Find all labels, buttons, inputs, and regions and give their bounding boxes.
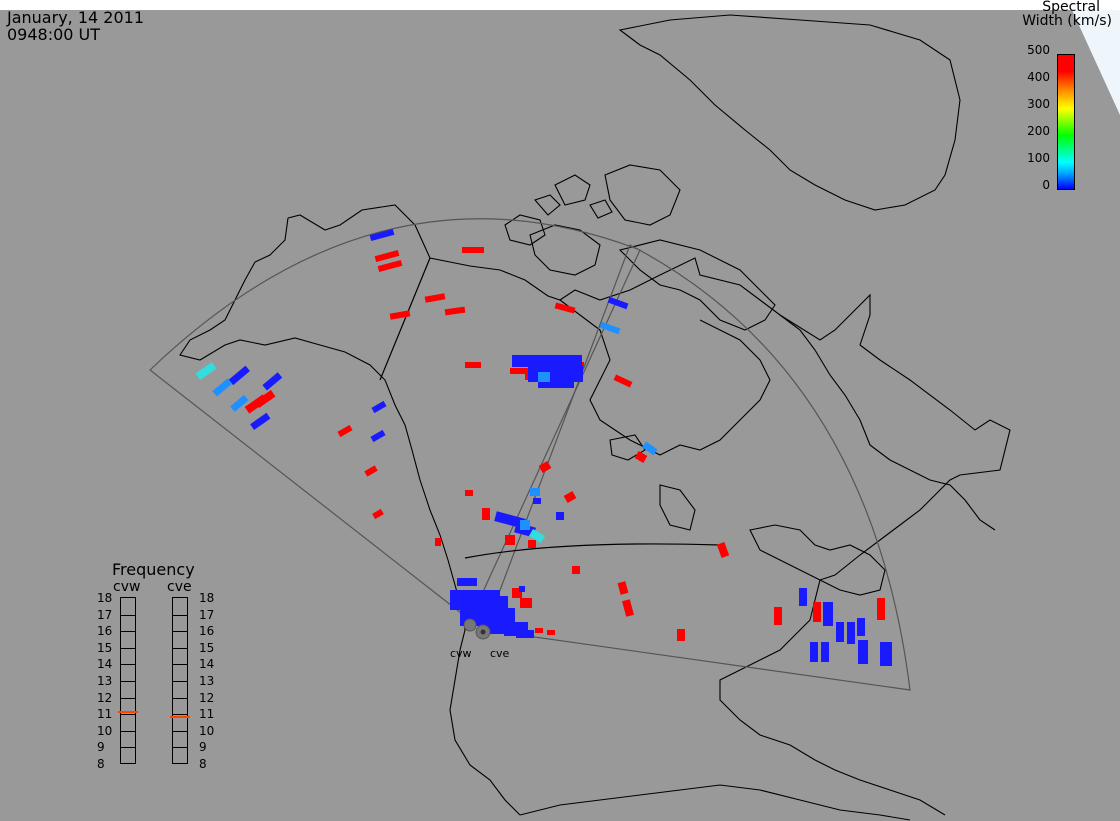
freq-cell-divider (121, 730, 135, 732)
freq-cell-divider (121, 697, 135, 699)
great-lakes (749, 524, 886, 596)
freq-column-cve (170, 597, 190, 764)
freq-tick-right: 18 (199, 591, 215, 605)
freq-tick-right: 12 (199, 690, 215, 705)
freq-cell-divider (173, 681, 187, 682)
freq-label-cve: cve (167, 579, 192, 595)
victoria-island (529, 224, 601, 276)
freq-cell-divider (173, 647, 187, 649)
freq-tick-left: 12 (97, 690, 113, 705)
freq-tick-left: 14 (97, 657, 113, 672)
cvw-inner-arc (464, 543, 721, 559)
freq-cell-divider (173, 631, 187, 633)
radar-label-cvw: cvw (450, 647, 472, 660)
alaska-coast (287, 204, 1011, 816)
freq-label-cvw: cvw (113, 579, 141, 595)
freq-cell-divider (121, 631, 135, 633)
echoes-blue (228, 228, 892, 666)
top-strip (0, 0, 1120, 10)
hudson-strait (659, 484, 696, 531)
freq-cell-divider (173, 714, 187, 716)
colorbar-tick: 100 (1027, 151, 1050, 165)
freq-cell-divider (121, 714, 135, 716)
freq-tick-left: 17 (97, 607, 113, 622)
radar-site-markers (463, 618, 491, 640)
freq-tick-left: 10 (97, 723, 113, 738)
colorbar-title-line1: Spectral (1042, 0, 1100, 15)
colorbar (1057, 54, 1075, 190)
colorbar-tick: 0 (1042, 178, 1050, 192)
freq-tick-left: 8 (97, 757, 105, 771)
freq-cell-divider (173, 730, 187, 732)
labrador-coast (779, 314, 996, 531)
freq-tick-left: 13 (97, 674, 113, 688)
echoes-lightblue (212, 321, 658, 530)
boundary-line (379, 257, 431, 381)
queen-elizabeth-islands (534, 174, 613, 219)
colorbar-tick: 200 (1027, 124, 1050, 138)
time-label: 0948:00 UT (7, 25, 101, 44)
freq-tick-right: 17 (199, 607, 215, 622)
corner-wedge (1072, 10, 1120, 115)
gulf-coast (519, 784, 911, 821)
freq-tick-left: 9 (97, 740, 105, 755)
colorbar-tick: 400 (1027, 70, 1050, 84)
baffin-island (618, 239, 776, 331)
coastlines (179, 14, 1011, 821)
freq-cell-divider (173, 697, 187, 699)
freq-tick-left: 11 (97, 707, 113, 722)
echoes-cyan (195, 361, 546, 543)
echoes-red (244, 247, 885, 641)
date-label: January, 14 2011 (7, 8, 144, 27)
freq-cell-divider (121, 747, 135, 749)
cvw-site (463, 618, 477, 632)
radar-label-cve: cve (490, 647, 510, 660)
colorbar-tick: 300 (1027, 97, 1050, 111)
frequency-title: Frequency (112, 560, 195, 579)
freq-tick-left: 15 (97, 640, 113, 655)
cve-fov-outline (484, 244, 911, 691)
freq-tick-left: 16 (97, 624, 113, 639)
freq-marker-cve (170, 716, 190, 719)
freq-cell-divider (121, 664, 135, 666)
greenland (618, 14, 961, 211)
freq-tick-right: 14 (199, 657, 215, 672)
freq-cell-divider (173, 614, 187, 616)
freq-cell-divider (121, 647, 135, 649)
freq-tick-right: 10 (199, 723, 215, 738)
hudson-bay (559, 299, 771, 456)
banks-island (504, 214, 546, 246)
echo-returns (195, 228, 892, 666)
freq-tick-right: 16 (199, 624, 215, 639)
ellesmere-island (604, 164, 681, 226)
freq-cell-divider (173, 664, 187, 666)
cvw-fov-outline (149, 218, 641, 621)
colorbar-title-line2: Width (km/s) (1022, 13, 1112, 29)
freq-tick-right: 13 (199, 674, 215, 688)
freq-column-cvw (118, 597, 138, 764)
freq-cell-divider (121, 681, 135, 682)
freq-tick-right: 11 (199, 707, 215, 722)
radar-fov (149, 218, 911, 691)
freq-tick-right: 9 (199, 740, 207, 755)
colorbar-tick: 500 (1027, 43, 1050, 57)
freq-tick-right: 15 (199, 640, 215, 655)
freq-cell-divider (173, 747, 187, 749)
freq-cell-divider (121, 614, 135, 616)
freq-tick-right: 8 (199, 757, 207, 771)
west-coast (179, 217, 521, 816)
freq-tick-left: 18 (97, 591, 113, 605)
freq-marker-cvw (118, 711, 138, 714)
